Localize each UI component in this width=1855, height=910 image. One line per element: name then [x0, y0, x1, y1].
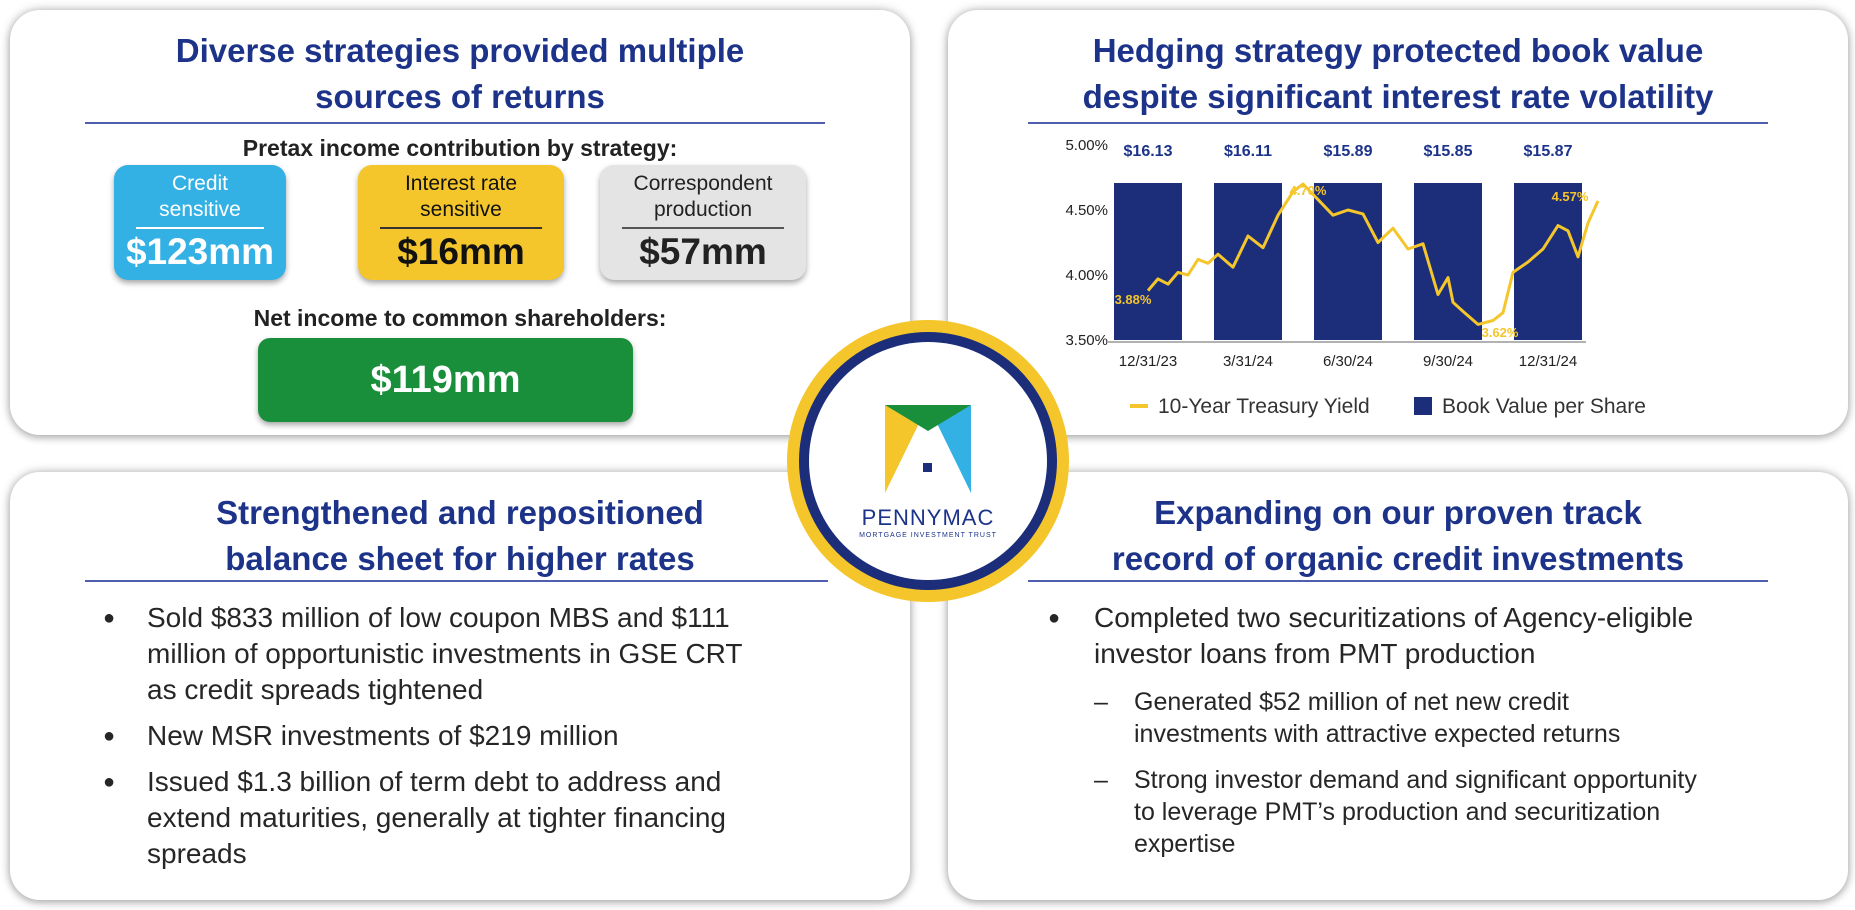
dash-icon: –	[1094, 688, 1108, 716]
tile-label: Correspondent	[633, 172, 773, 195]
tile-value: $16mm	[397, 231, 525, 272]
legend-label: Book Value per Share	[1442, 395, 1646, 418]
list-item: ● Issued $1.3 billion of term debt to ad…	[103, 764, 887, 872]
credit-investments-panel: Expanding on our proven track record of …	[948, 472, 1848, 900]
hedging-panel: Hedging strategy protected book value de…	[948, 10, 1848, 435]
credit-investments-bullets: ● Completed two securitizations of Agenc…	[1048, 600, 1834, 874]
bullet-icon: ●	[103, 771, 116, 793]
returns-panel-title: Diverse strategies provided multiple sou…	[10, 28, 910, 120]
tile-value: $57mm	[639, 231, 767, 272]
bullet-line: Completed two securitizations of Agency-…	[1094, 602, 1694, 633]
bullet-line: New MSR investments of $219 million	[147, 720, 619, 751]
title-line: Strengthened and repositioned	[216, 494, 704, 531]
balance-sheet-bullets: ● Sold $833 million of low coupon MBS an…	[103, 600, 887, 872]
credit-investments-panel-title: Expanding on our proven track record of …	[948, 490, 1848, 582]
sub-bullet-line: investments with attractive expected ret…	[1134, 720, 1621, 748]
title-line: Hedging strategy protected book value	[1092, 32, 1704, 69]
bar	[1114, 183, 1182, 340]
list-item: ● Sold $833 million of low coupon MBS an…	[103, 600, 887, 708]
sub-bullet-line: Generated $52 million of net new credit	[1134, 688, 1569, 716]
bullet-icon: ●	[103, 607, 116, 629]
y-tick-label: 3.50%	[1065, 332, 1108, 349]
title-divider	[1028, 580, 1768, 582]
credit-sensitive-tile: Credit sensitive $123mm	[114, 165, 286, 280]
correspondent-production-tile: Correspondent production $57mm	[600, 165, 806, 280]
bullet-line: investor loans from PMT production	[1094, 638, 1536, 669]
yield-annotation: 4.57%	[1552, 189, 1589, 204]
bar-value-label: $16.11	[1224, 143, 1272, 160]
y-tick-label: 5.00%	[1065, 137, 1108, 154]
tile-label: Interest rate	[404, 172, 518, 195]
title-line: record of organic credit investments	[1111, 540, 1685, 577]
bullet-line: spreads	[147, 838, 247, 869]
title-line: despite significant interest rate volati…	[1082, 78, 1714, 115]
logo-disc: PENNYMAC MORTGAGE INVESTMENT TRUST	[809, 342, 1047, 580]
x-tick-label: 12/31/23	[1119, 353, 1177, 370]
bullet-line: million of opportunistic investments in …	[147, 638, 743, 669]
y-tick-label: 4.00%	[1065, 267, 1108, 284]
sub-bullet-line: to leverage PMT’s production and securit…	[1134, 798, 1661, 826]
list-item: ● New MSR investments of $219 million	[103, 718, 887, 754]
bullet-icon: ●	[103, 725, 116, 747]
yield-annotation: 3.88%	[1115, 292, 1152, 307]
returns-panel: Diverse strategies provided multiple sou…	[10, 10, 910, 435]
tile-value: $123mm	[125, 231, 275, 272]
balance-sheet-panel-title: Strengthened and repositioned balance sh…	[10, 490, 910, 582]
bar-value-label: $15.87	[1524, 143, 1573, 160]
logo-tagline: MORTGAGE INVESTMENT TRUST	[859, 532, 997, 539]
legend-label: 10-Year Treasury Yield	[1158, 395, 1370, 418]
net-income-value: $119mm	[258, 338, 633, 422]
y-tick-label: 4.50%	[1065, 202, 1108, 219]
pretax-subtitle: Pretax income contribution by strategy:	[242, 135, 678, 161]
title-line: Expanding on our proven track	[1154, 494, 1642, 531]
tile-divider	[380, 227, 542, 229]
tile-label: production	[653, 198, 753, 221]
x-tick-label: 12/31/24	[1519, 353, 1577, 370]
interest-rate-sensitive-tile: Interest rate sensitive $16mm	[358, 165, 564, 280]
sub-bullet-line: Strong investor demand and significant o…	[1134, 766, 1697, 794]
logo-wordmark: PENNYMAC	[861, 505, 995, 530]
bar	[1514, 183, 1582, 340]
bar-value-label: $15.89	[1324, 143, 1373, 160]
tile-divider	[622, 227, 784, 229]
sub-list-item: – Strong investor demand and significant…	[1094, 764, 1834, 860]
dash-icon: –	[1094, 766, 1108, 794]
bar-value-label: $15.85	[1424, 143, 1473, 160]
balance-sheet-panel: Strengthened and repositioned balance sh…	[10, 472, 910, 900]
net-income-label: Net income to common shareholders:	[253, 305, 667, 331]
legend-bar-swatch	[1414, 397, 1432, 415]
title-divider	[85, 580, 828, 582]
x-tick-label: 9/30/24	[1423, 353, 1473, 370]
title-divider	[85, 122, 825, 124]
hedging-panel-title: Hedging strategy protected book value de…	[948, 28, 1848, 120]
bullet-line: Issued $1.3 billion of term debt to addr…	[147, 766, 722, 797]
tile-divider	[136, 227, 264, 229]
title-line: sources of returns	[315, 78, 605, 115]
treasury-yield-line	[1146, 182, 1600, 326]
yield-annotation: 4.70%	[1290, 183, 1327, 198]
list-item: ● Completed two securitizations of Agenc…	[1048, 600, 1834, 860]
bullet-line: Sold $833 million of low coupon MBS and …	[147, 602, 730, 633]
tile-label: sensitive	[420, 198, 502, 221]
x-tick-label: 3/31/24	[1223, 353, 1273, 370]
bar-value-label: $16.13	[1124, 143, 1173, 160]
x-tick-label: 6/30/24	[1323, 353, 1373, 370]
bullet-line: as credit spreads tightened	[147, 674, 484, 705]
yield-annotation: 3.62%	[1482, 325, 1519, 340]
title-line: balance sheet for higher rates	[225, 540, 695, 577]
sub-bullet-line: expertise	[1134, 830, 1236, 858]
book-value-yield-chart: $16.13 12/31/23 $16.11 3/31/24 $15.89 6/30/24…	[1065, 137, 1646, 418]
pennymac-mark-icon	[885, 405, 971, 493]
sub-bullets: – Generated $52 million of net new credi…	[1094, 686, 1834, 860]
sub-list-item: – Generated $52 million of net new credi…	[1094, 686, 1834, 750]
bullet-icon: ●	[1048, 607, 1061, 629]
tile-label: Credit	[171, 172, 229, 195]
pennymac-logo: PENNYMAC MORTGAGE INVESTMENT TRUST	[787, 320, 1069, 602]
tile-label: sensitive	[159, 198, 241, 221]
title-line: Diverse strategies provided multiple	[175, 32, 745, 69]
bar	[1414, 183, 1482, 340]
bullet-line: extend maturities, generally at tighter …	[147, 802, 726, 833]
title-divider	[1028, 122, 1768, 124]
